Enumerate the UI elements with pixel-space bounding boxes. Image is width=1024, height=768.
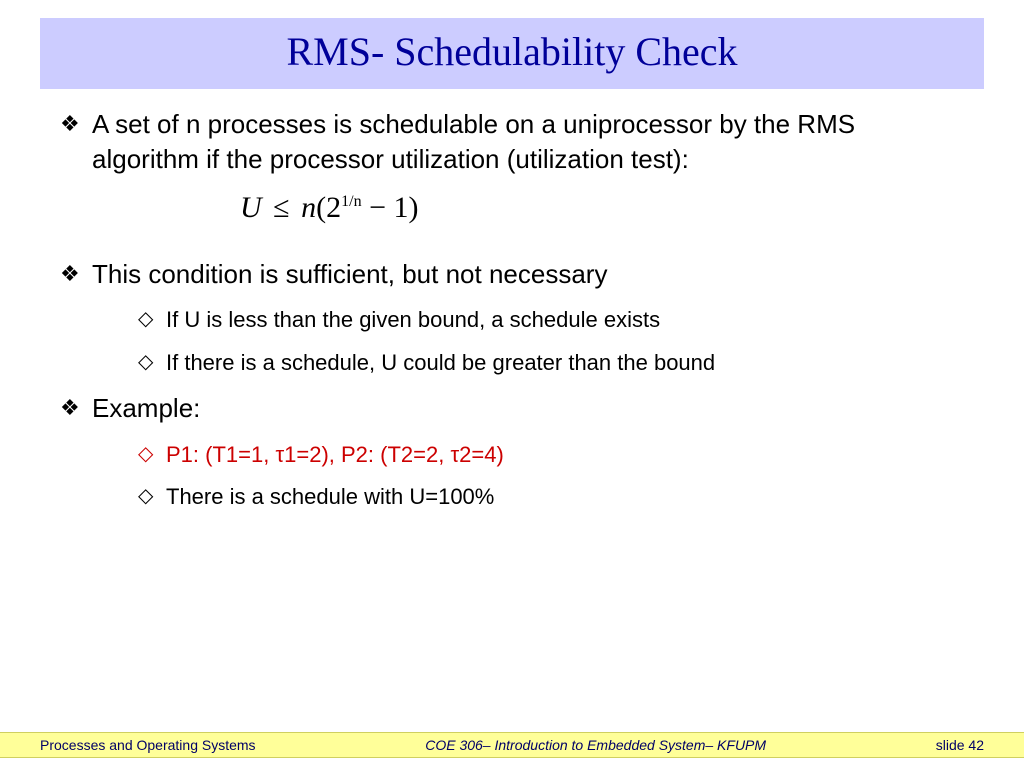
slide-content: ❖ A set of n processes is schedulable on… bbox=[0, 89, 1024, 512]
bullet-3a-text: P1: (T1=1, τ1=2), P2: (T2=2, τ2=4) bbox=[166, 442, 504, 467]
footer-right: slide 42 bbox=[936, 737, 984, 753]
bullet-3a: ◇ P1: (T1=1, τ1=2), P2: (T2=2, τ2=4) bbox=[138, 441, 964, 470]
slide-title: RMS- Schedulability Check bbox=[286, 29, 737, 74]
formula: U ≤ n(21/n − 1) bbox=[240, 191, 964, 225]
footer-center: COE 306– Introduction to Embedded System… bbox=[256, 737, 936, 753]
bullet-1-text: A set of n processes is schedulable on a… bbox=[92, 109, 855, 174]
bullet-2a: ◇ If U is less than the given bound, a s… bbox=[138, 306, 964, 335]
title-bar: RMS- Schedulability Check bbox=[40, 18, 984, 89]
bullet-3b-text: There is a schedule with U=100% bbox=[166, 484, 494, 509]
diamond-filled-icon: ❖ bbox=[60, 259, 80, 289]
diamond-open-icon: ◇ bbox=[138, 441, 153, 467]
diamond-open-icon: ◇ bbox=[138, 349, 153, 375]
diamond-open-icon: ◇ bbox=[138, 483, 153, 509]
formula-open: (2 bbox=[316, 191, 341, 224]
bullet-3-text: Example: bbox=[92, 393, 200, 423]
bullet-1: ❖ A set of n processes is schedulable on… bbox=[60, 107, 964, 177]
bullet-2a-text: If U is less than the given bound, a sch… bbox=[166, 307, 660, 332]
bullet-3b: ◇ There is a schedule with U=100% bbox=[138, 483, 964, 512]
bullet-2: ❖ This condition is sufficient, but not … bbox=[60, 257, 964, 292]
diamond-filled-icon: ❖ bbox=[60, 109, 80, 139]
bullet-2b-text: If there is a schedule, U could be great… bbox=[166, 350, 715, 375]
bullet-2b: ◇ If there is a schedule, U could be gre… bbox=[138, 349, 964, 378]
formula-U: U bbox=[240, 191, 262, 224]
formula-n: n bbox=[301, 191, 316, 224]
formula-exp: 1/n bbox=[341, 193, 361, 210]
formula-leq: ≤ bbox=[269, 191, 293, 224]
footer-bar: Processes and Operating Systems COE 306–… bbox=[0, 732, 1024, 758]
bullet-2-text: This condition is sufficient, but not ne… bbox=[92, 259, 607, 289]
bullet-3: ❖ Example: bbox=[60, 391, 964, 426]
footer-left: Processes and Operating Systems bbox=[40, 737, 256, 753]
diamond-filled-icon: ❖ bbox=[60, 393, 80, 423]
diamond-open-icon: ◇ bbox=[138, 306, 153, 332]
formula-close: − 1) bbox=[362, 191, 419, 224]
